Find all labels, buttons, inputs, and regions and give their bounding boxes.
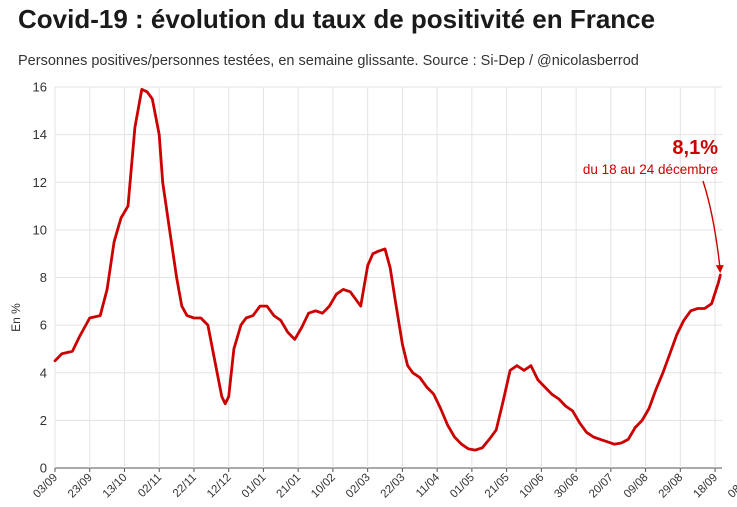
x-tick-label: 09/08 [622, 472, 651, 501]
series-line-positivity [53, 88, 722, 452]
x-tick-label: 22/03 [379, 472, 408, 501]
chart-subtitle: Personnes positives/personnes testées, e… [18, 53, 639, 69]
x-tick-label: 13/10 [101, 472, 130, 501]
x-tick-label: 02/11 [136, 472, 164, 500]
series-layer [53, 88, 722, 452]
y-tick-label: 6 [40, 318, 47, 333]
x-tick-label: 08/10 [726, 472, 737, 501]
annotation: 8,1% du 18 au 24 décembre [583, 137, 724, 274]
annotation-text: du 18 au 24 décembre [583, 162, 718, 177]
x-tick-label: 21/01 [274, 472, 303, 501]
y-tick-label: 2 [40, 413, 47, 428]
y-tick-label: 4 [40, 365, 47, 380]
x-tick-label: 11/04 [414, 471, 443, 500]
x-tick-label: 02/03 [344, 472, 373, 501]
annotation-arrow-line [702, 180, 721, 267]
y-tick-label: 10 [33, 222, 47, 237]
x-tick-label: 18/09 [691, 472, 720, 501]
x-tick-label: 01/01 [240, 472, 269, 501]
x-tick-label: 01/05 [448, 472, 477, 501]
x-tick-label: 03/09 [31, 472, 60, 501]
x-tick-label: 10/06 [518, 472, 547, 501]
y-tick-label: 8 [40, 270, 47, 285]
axes: 0 2 4 6 8 10 12 14 16 03/09 23/09 13/10 02/11 22/11 12… [31, 80, 737, 501]
x-tick-label: 29/08 [657, 472, 686, 501]
x-tick-label: 30/06 [552, 472, 581, 501]
x-tick-label: 12/12 [205, 472, 234, 501]
x-tick-label: 23/09 [66, 472, 95, 501]
annotation-value: 8,1% [672, 137, 718, 159]
y-tick-label: 14 [33, 127, 47, 142]
annotation-arrow-head [715, 265, 724, 274]
grid-lines [54, 86, 722, 469]
y-tick-label: 16 [33, 80, 47, 95]
x-tick-label: 22/11 [171, 472, 199, 500]
x-tick-label: 21/05 [483, 472, 512, 501]
chart-title: Covid-19 : évolution du taux de positivi… [18, 4, 656, 34]
y-axis-label: En % [9, 303, 23, 332]
y-tick-label: 0 [40, 461, 47, 476]
y-tick-label: 12 [33, 175, 47, 190]
x-tick-label: 20/07 [587, 472, 616, 501]
x-tick-label: 10/02 [309, 472, 338, 501]
